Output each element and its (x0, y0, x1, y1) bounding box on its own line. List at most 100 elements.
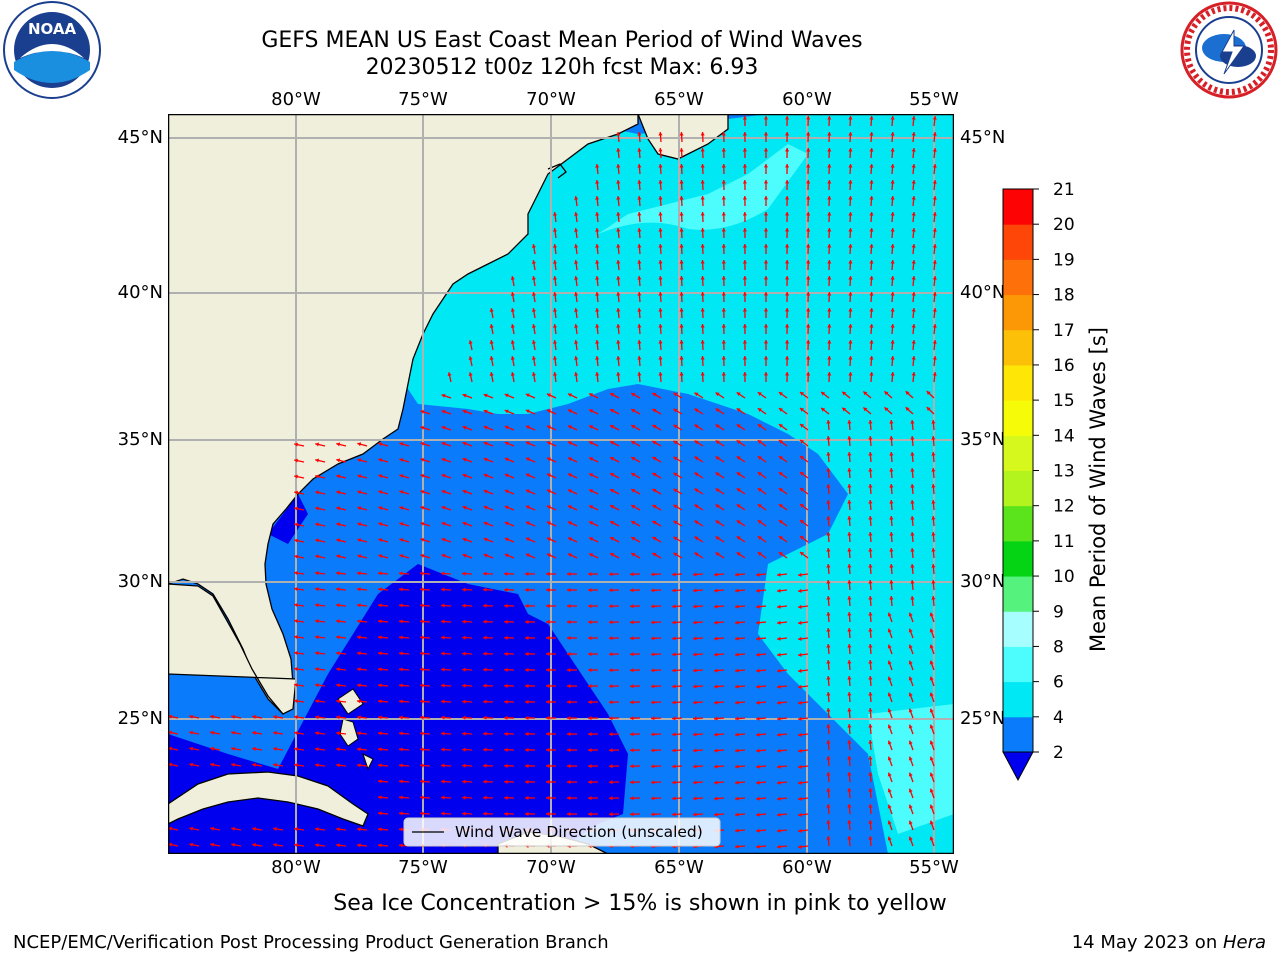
wind-arrow (440, 651, 452, 656)
wind-arrow (616, 243, 621, 255)
wind-arrow (419, 619, 431, 624)
wind-arrow (588, 456, 599, 463)
wind-arrow (776, 652, 788, 657)
wind-arrow (827, 371, 832, 383)
wind-arrow (294, 571, 305, 576)
wind-arrow (785, 291, 790, 303)
wind-arrow (525, 441, 536, 447)
lat-label-left: 40°N (117, 282, 163, 303)
wind-arrow (629, 716, 641, 721)
wind-arrow (785, 179, 790, 191)
wind-arrow (715, 456, 725, 463)
wind-arrow (462, 457, 473, 463)
wind-arrow (294, 715, 305, 720)
wind-arrow (847, 707, 852, 719)
wind-arrow (848, 131, 853, 143)
wind-arrow (587, 812, 599, 817)
wind-arrow (694, 408, 704, 415)
wind-arrow (721, 275, 726, 287)
wind-arrow (827, 211, 832, 223)
wind-arrow (629, 572, 641, 577)
wind-arrow (713, 732, 725, 737)
wind-arrow (910, 467, 915, 479)
wind-arrow (694, 392, 704, 399)
wind-arrow (419, 747, 431, 752)
wind-arrow (629, 796, 641, 801)
wind-arrow (608, 652, 620, 657)
wind-arrow (887, 644, 893, 655)
wind-arrow (673, 408, 683, 415)
wind-arrow (806, 291, 811, 303)
wind-arrow (567, 457, 578, 463)
wind-arrow (931, 531, 936, 543)
wind-arrow (315, 506, 326, 511)
wind-arrow (700, 211, 705, 223)
wind-arrow (932, 323, 937, 335)
wind-arrow (736, 439, 746, 447)
wind-arrow (673, 536, 683, 543)
wind-arrow (889, 579, 894, 591)
wind-arrow (889, 483, 894, 495)
wind-arrow (776, 668, 788, 673)
wind-arrow (742, 163, 747, 175)
wind-arrow (482, 635, 494, 640)
wind-arrow (826, 627, 831, 639)
wind-arrow (890, 163, 895, 175)
noaa-logo-text: NOAA (28, 20, 77, 38)
wind-arrow (806, 211, 811, 223)
wind-arrow (785, 355, 790, 367)
wind-arrow (524, 667, 536, 672)
wind-arrow (595, 371, 600, 383)
wind-arrow (847, 755, 852, 767)
colorbar-tick-label: 17 (1053, 321, 1075, 341)
wind-arrow (848, 147, 853, 159)
wind-arrow (616, 131, 621, 143)
wind-arrow (847, 531, 852, 543)
wind-arrow (848, 323, 853, 335)
wind-arrow (869, 195, 874, 207)
wind-arrow (189, 714, 200, 719)
wind-arrow (932, 243, 937, 255)
wind-arrow (700, 243, 705, 255)
wind-arrow (630, 552, 641, 559)
wind-arrow (778, 551, 788, 559)
wind-arrow (398, 603, 410, 608)
wind-arrow (510, 324, 515, 335)
wind-arrow (531, 372, 536, 383)
wind-arrow (616, 195, 621, 207)
wind-arrow (806, 179, 811, 191)
wind-arrow (420, 537, 431, 543)
wind-arrow (868, 483, 873, 495)
wind-arrow (608, 716, 620, 721)
wind-arrow (531, 292, 536, 303)
wind-arrow (420, 553, 431, 559)
wind-arrow (503, 699, 515, 704)
wind-arrow (776, 620, 788, 625)
wind-arrow (441, 441, 452, 447)
wind-arrow (650, 796, 662, 801)
colorbar-tick-label: 4 (1053, 708, 1064, 728)
wind-arrow (929, 628, 935, 639)
wind-arrow (713, 636, 725, 641)
wind-arrow (629, 812, 641, 817)
wind-arrow (461, 683, 473, 688)
wind-arrow (932, 355, 937, 367)
wind-arrow (757, 407, 767, 415)
wind-arrow (929, 660, 935, 671)
wind-arrow (441, 489, 452, 495)
wind-arrow (524, 763, 536, 768)
wind-arrow (482, 795, 494, 800)
wind-arrow (763, 131, 769, 143)
wind-arrow (546, 441, 557, 447)
wind-arrow (848, 227, 853, 239)
wind-arrow (931, 451, 936, 463)
lon-label-bottom: 65°W (654, 857, 704, 878)
wind-arrow (489, 308, 494, 319)
wind-arrow (734, 668, 746, 673)
wind-arrow (847, 579, 852, 591)
wind-arrow (420, 505, 431, 511)
wind-arrow (826, 723, 831, 735)
wind-arrow (398, 731, 410, 736)
wind-arrow (510, 308, 515, 319)
wind-arrow (799, 391, 809, 399)
